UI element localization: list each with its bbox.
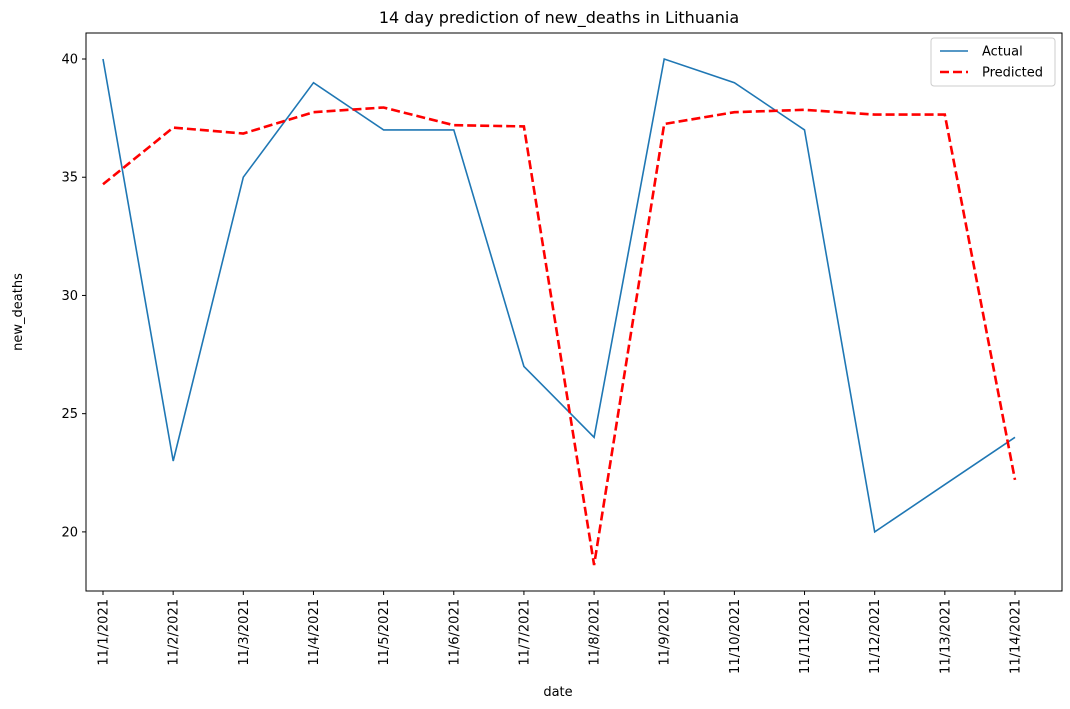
x-tick-label: 11/1/2021 <box>97 599 112 666</box>
x-tick-label: 11/10/2021 <box>728 599 743 674</box>
y-tick-label: 35 <box>61 171 78 186</box>
series-line-predicted <box>102 106 1017 566</box>
x-axis-label: date <box>543 685 572 700</box>
y-tick-label: 40 <box>61 53 78 68</box>
x-tick-label: 11/5/2021 <box>377 599 392 666</box>
x-tick-label: 11/2/2021 <box>167 599 182 666</box>
x-tick-label: 11/4/2021 <box>307 599 322 666</box>
y-tick-label: 30 <box>61 289 78 304</box>
y-axis: 20 25 30 35 40 <box>61 53 86 540</box>
x-tick-label: 11/14/2021 <box>1009 599 1024 674</box>
legend-label-predicted: Predicted <box>982 66 1043 81</box>
plot-area <box>85 32 1063 592</box>
x-tick-label: 11/3/2021 <box>237 599 252 666</box>
x-tick-label: 11/12/2021 <box>868 599 883 674</box>
x-tick-label: 11/7/2021 <box>517 599 532 666</box>
legend: Actual Predicted <box>930 37 1056 87</box>
legend-label-actual: Actual <box>982 45 1023 60</box>
y-axis-label: new_deaths <box>11 273 26 351</box>
x-tick-label: 11/6/2021 <box>447 599 462 666</box>
series-layer <box>102 57 1017 566</box>
series-line-actual <box>102 57 1016 534</box>
x-tick-label: 11/8/2021 <box>588 599 603 666</box>
legend-box <box>930 37 1056 87</box>
x-tick-label: 11/13/2021 <box>938 599 953 674</box>
x-axis: 11/1/2021 11/2/2021 11/3/2021 11/4/2021 11/5… <box>97 591 1024 674</box>
x-tick-label: 11/9/2021 <box>658 599 673 666</box>
chart-title: 14 day prediction of new_deaths in Lithu… <box>379 8 739 28</box>
y-tick-label: 25 <box>61 407 78 422</box>
y-tick-label: 20 <box>61 525 78 540</box>
x-tick-label: 11/11/2021 <box>798 599 813 674</box>
